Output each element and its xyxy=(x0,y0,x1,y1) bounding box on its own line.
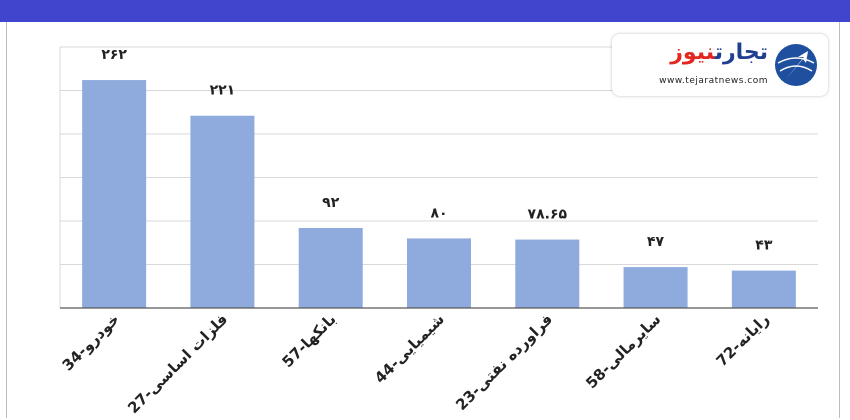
data-label: ۲۶۲ xyxy=(101,47,127,63)
data-label: ۹۲ xyxy=(322,195,340,211)
x-tick-label: 34-خودرو xyxy=(59,310,123,374)
data-label: ۷۸.۶۵ xyxy=(528,207,568,223)
tejarat-news-logo: تجارتنیوز www.tejaratnews.com xyxy=(612,34,828,96)
data-label: ۴۳ xyxy=(755,238,773,254)
chart-frame xyxy=(6,22,840,418)
data-label: ۸۰ xyxy=(430,205,447,221)
logo-url: www.tejaratnews.com xyxy=(659,76,768,86)
bar xyxy=(515,239,580,308)
globe-arrow-icon xyxy=(775,44,817,86)
header-bar xyxy=(0,0,850,22)
bar xyxy=(190,115,255,308)
bar xyxy=(407,238,471,308)
logo-word-1: تجارت xyxy=(714,40,768,65)
x-tick-label: 23-فراورده نفتی xyxy=(452,310,556,414)
x-tick-label: 27-فلزات اساسی xyxy=(124,310,231,417)
bar xyxy=(298,227,363,308)
x-tick-label: 72-رایانه xyxy=(713,310,773,370)
bar xyxy=(731,270,796,308)
logo-word-2: نیوز xyxy=(670,40,715,65)
data-label: ۲۲۱ xyxy=(210,83,236,99)
x-tick-label: 58-سایرمالی xyxy=(582,310,664,392)
x-tick-label: 44-شیمیایی xyxy=(371,310,448,387)
bar xyxy=(623,267,688,308)
bar xyxy=(82,80,147,308)
logo-title: تجارتنیوز xyxy=(670,40,768,65)
x-tick-label: 57-بانکها xyxy=(279,310,340,371)
data-label: ۴۷ xyxy=(647,234,665,250)
